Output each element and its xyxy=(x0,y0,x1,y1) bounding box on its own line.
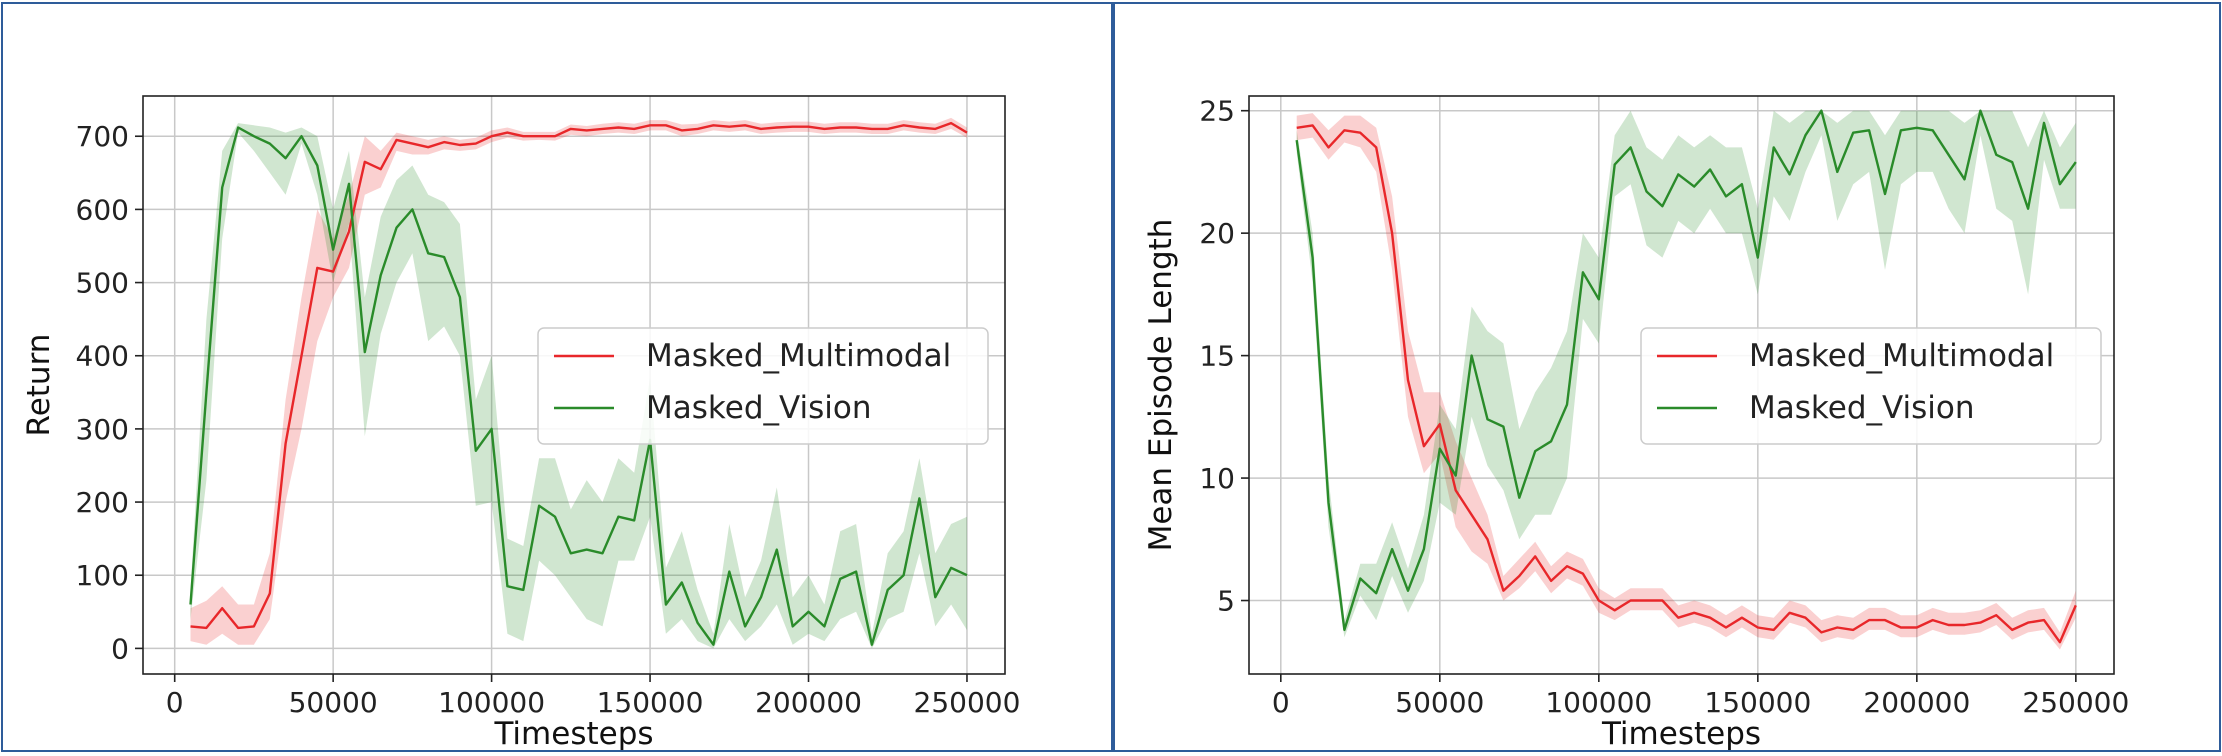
y-axis-label: Return xyxy=(21,334,57,437)
legend: Masked_Multimodal Masked_Vision xyxy=(537,327,989,445)
legend-label-1: Masked_Vision xyxy=(646,390,872,426)
series-band-1 xyxy=(190,123,967,649)
x-axis-label: Timesteps xyxy=(1601,716,1761,750)
plot-frame xyxy=(1248,95,2115,675)
y-tick-label: 10 xyxy=(1199,462,1235,495)
series-line-1 xyxy=(189,126,968,646)
y-tick-label: 25 xyxy=(1199,95,1235,128)
legend-box xyxy=(537,327,989,445)
y-tick-label: 100 xyxy=(76,559,129,592)
y-tick-label: 200 xyxy=(76,486,129,519)
y-tick-label: 500 xyxy=(76,267,129,300)
episode-length-chart: 0 50000 100000 150000 200000 250000 5 10 15 20 25 T… xyxy=(1143,95,2129,750)
legend-box xyxy=(1640,327,2102,445)
y-tick-label: 0 xyxy=(111,632,129,665)
y-tick-label: 5 xyxy=(1217,585,1235,618)
series-line-0 xyxy=(190,121,968,630)
x-axis-label: Timesteps xyxy=(493,716,653,750)
x-tick-label: 100000 xyxy=(438,686,545,719)
y-tick-label: 700 xyxy=(76,120,129,153)
x-tick-label: 150000 xyxy=(597,686,704,719)
plot-frame xyxy=(142,95,1006,675)
x-tick-label: 0 xyxy=(1272,686,1290,719)
x-tick-label: 250000 xyxy=(2022,686,2129,719)
x-tick-label: 50000 xyxy=(1395,686,1484,719)
legend-label-0: Masked_Multimodal xyxy=(1749,338,2054,374)
y-tick-label: 20 xyxy=(1199,217,1235,250)
series-line-0 xyxy=(1296,124,2077,644)
legend-label-1: Masked_Vision xyxy=(1749,390,1975,426)
y-tick-label: 400 xyxy=(76,340,129,373)
y-tick-label: 300 xyxy=(76,413,129,446)
return-chart: 0 50000 100000 150000 200000 250000 0 100 200 300… xyxy=(21,95,1021,750)
x-tick-label: 150000 xyxy=(1704,686,1811,719)
x-tick-label: 200000 xyxy=(1863,686,1970,719)
legend: Masked_Multimodal Masked_Vision xyxy=(1640,327,2102,445)
y-tick-label: 600 xyxy=(76,193,129,226)
x-tick-label: 100000 xyxy=(1545,686,1652,719)
x-tick-label: 200000 xyxy=(755,686,862,719)
x-tick-label: 0 xyxy=(166,686,184,719)
x-tick-label: 50000 xyxy=(289,686,378,719)
legend-label-0: Masked_Multimodal xyxy=(646,338,951,374)
series-band-0 xyxy=(190,117,967,645)
series-band-0 xyxy=(1296,113,2076,650)
right-chart-panel: 0 50000 100000 150000 200000 250000 5 10 15 20 25 T… xyxy=(1113,2,2221,752)
left-chart-panel: 0 50000 100000 150000 200000 250000 0 100 200 300… xyxy=(1,2,1113,752)
y-axis-label: Mean Episode Length xyxy=(1143,219,1179,552)
y-tick-label: 15 xyxy=(1199,340,1235,373)
series-line-1 xyxy=(1295,109,2077,632)
x-tick-label: 250000 xyxy=(914,686,1021,719)
series-band-1 xyxy=(1296,110,2076,638)
